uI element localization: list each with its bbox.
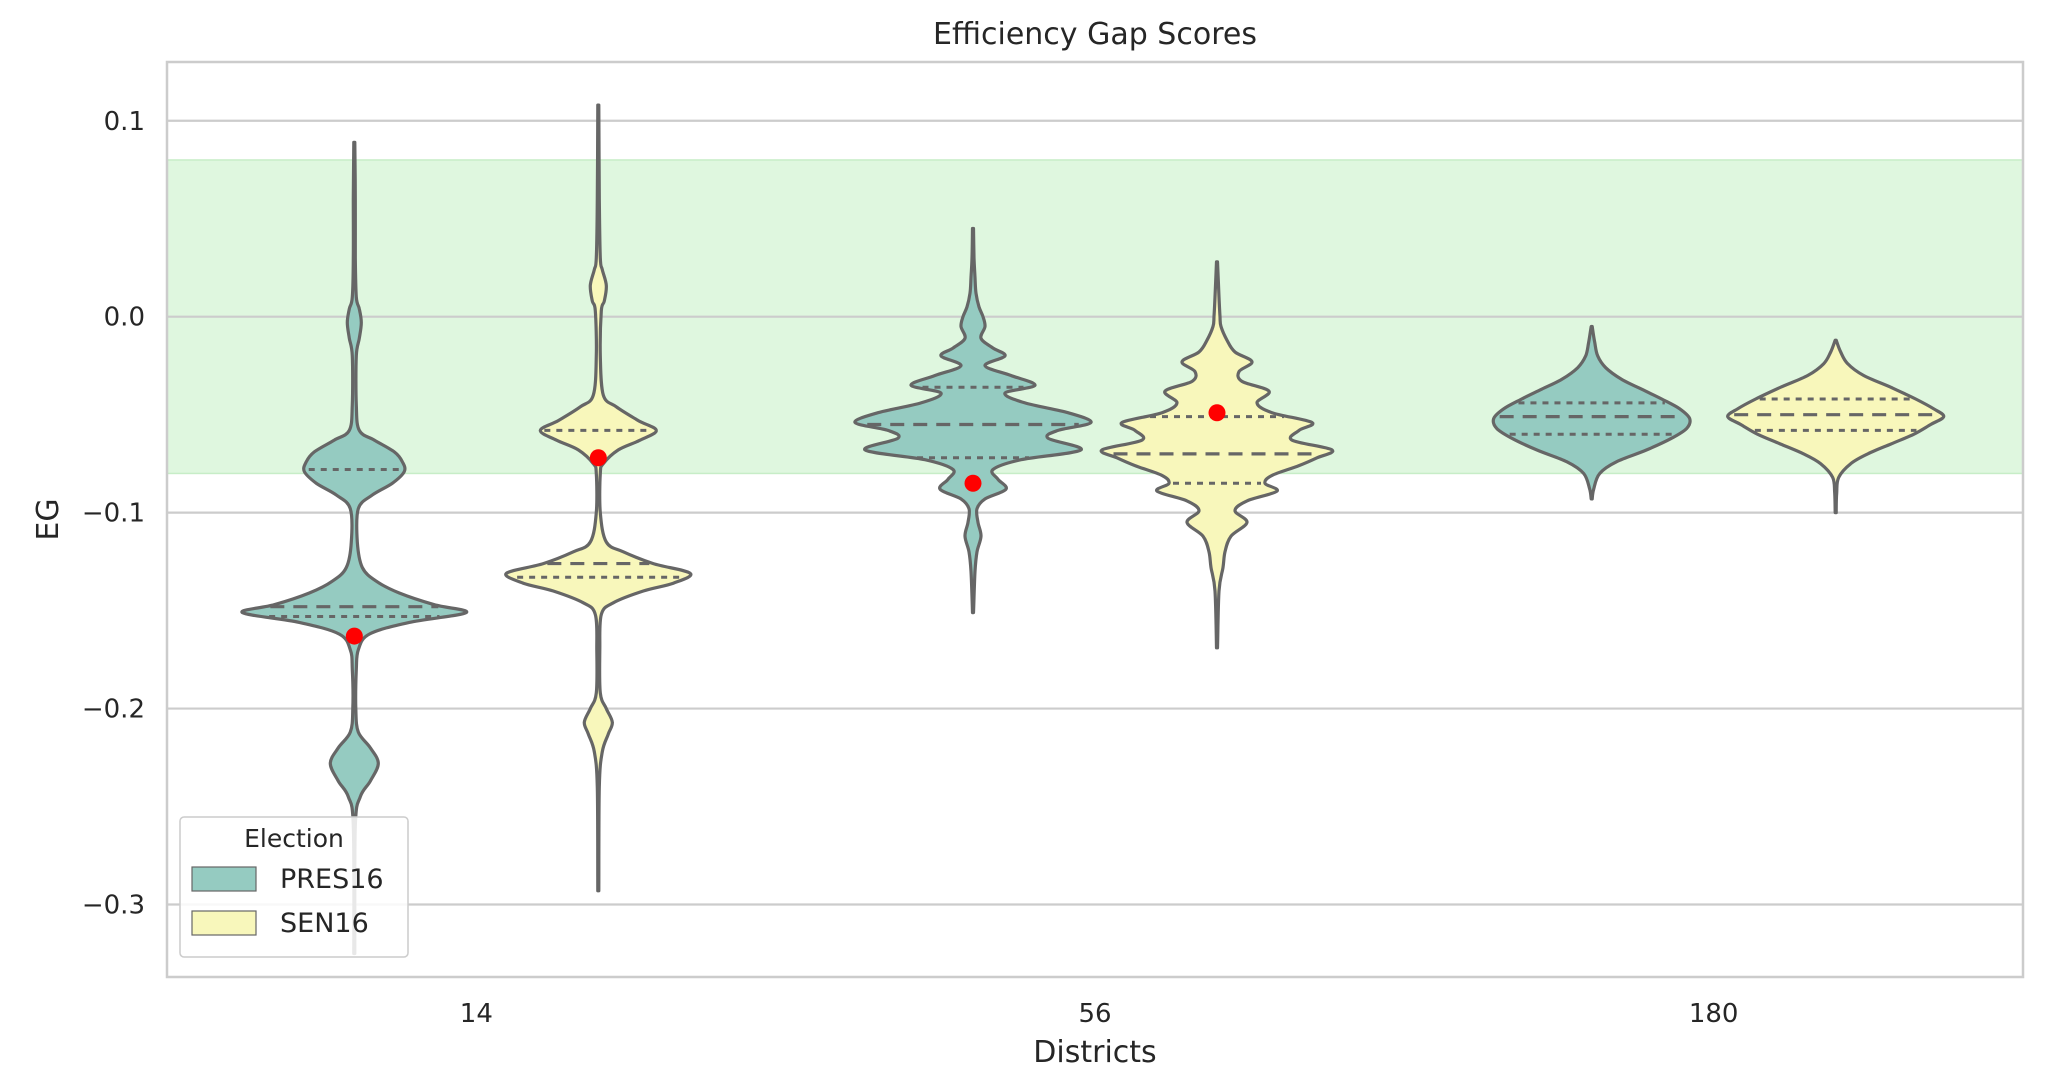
violin-pres16-180 bbox=[1491, 324, 1692, 501]
y-tick-label: −0.2 bbox=[82, 695, 145, 725]
y-axis-title: EG bbox=[31, 498, 66, 540]
violin-pres16-56 bbox=[853, 226, 1093, 615]
y-tick-label: 0.1 bbox=[104, 107, 145, 137]
x-tick-label: 180 bbox=[1689, 999, 1739, 1029]
legend-label-sen16: SEN16 bbox=[280, 908, 369, 939]
chart-title: Efficiency Gap Scores bbox=[933, 17, 1257, 52]
observed-marker-pres16-14 bbox=[345, 627, 363, 645]
observed-marker-pres16-56 bbox=[964, 474, 982, 492]
y-tick-label: 0.0 bbox=[104, 303, 145, 333]
violin-sen16-180 bbox=[1726, 338, 1946, 515]
x-tick-label: 14 bbox=[460, 999, 493, 1029]
legend-title: Election bbox=[244, 824, 344, 853]
observed-marker-sen16-56 bbox=[1208, 404, 1226, 422]
legend-label-pres16: PRES16 bbox=[280, 864, 384, 895]
x-axis-title: Districts bbox=[1033, 1035, 1156, 1070]
violin-sen16-14 bbox=[504, 103, 693, 893]
observed-markers bbox=[345, 404, 1226, 645]
x-axis-ticks: 14 56 180 bbox=[460, 999, 1739, 1029]
observed-marker-sen16-14 bbox=[589, 449, 607, 467]
y-tick-label: −0.3 bbox=[82, 891, 145, 921]
gridlines bbox=[167, 119, 2023, 906]
y-axis-ticks: 0.1 0.0 −0.1 −0.2 −0.3 bbox=[82, 107, 145, 921]
x-tick-label: 56 bbox=[1078, 999, 1111, 1029]
legend: Election PRES16 SEN16 bbox=[179, 816, 409, 958]
plot-border bbox=[165, 60, 2025, 979]
legend-swatch-pres16 bbox=[191, 866, 257, 892]
violin-pres16-14 bbox=[240, 140, 469, 956]
violins bbox=[240, 103, 1946, 956]
legend-swatch-sen16 bbox=[191, 910, 257, 936]
y-tick-label: −0.1 bbox=[82, 499, 145, 529]
